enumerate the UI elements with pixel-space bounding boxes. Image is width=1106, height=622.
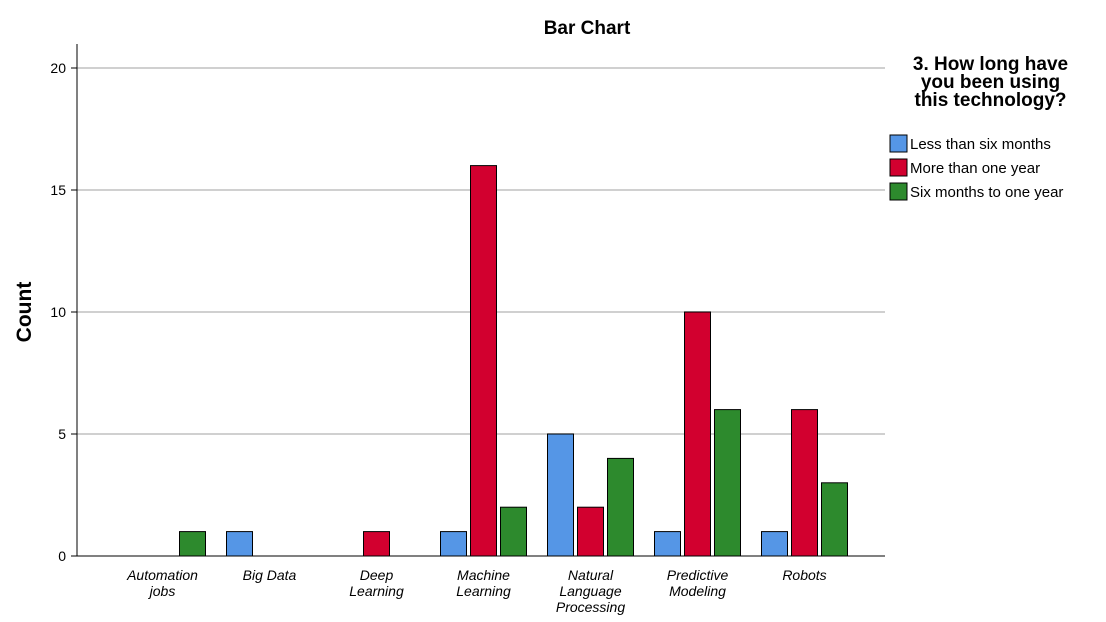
legend-swatch <box>889 134 908 153</box>
x-tick-label: Automation jobs <box>126 567 198 599</box>
bar <box>714 409 741 557</box>
x-tick-label-line: Modeling <box>669 583 726 599</box>
legend-title-line: this technology? <box>914 90 1067 111</box>
x-tick-label-line: Big Data <box>243 567 297 583</box>
y-tick-label: 5 <box>58 426 66 442</box>
bar <box>607 457 634 557</box>
x-tick-label: Natural Language Processing <box>556 567 625 615</box>
x-tick-label-line: Learning <box>456 583 511 599</box>
legend-title-line: you been using <box>920 72 1061 93</box>
x-tick-label-line: Deep <box>360 567 394 583</box>
y-axis-label: Count <box>13 282 36 343</box>
y-tick-label: 15 <box>50 182 66 198</box>
x-tick-label-line: Processing <box>556 599 625 615</box>
x-tick-label: Machine Learning <box>456 567 511 599</box>
bar <box>791 409 818 557</box>
bar <box>226 531 253 557</box>
legend-label: More than one year <box>910 160 1040 177</box>
legend-title-line: 3. How long have <box>912 56 1069 75</box>
x-tick-label: Robots <box>782 567 826 583</box>
axes <box>76 44 885 557</box>
x-tick-label-line: Robots <box>782 567 826 583</box>
legend-title: 3. How long have you been using this tec… <box>875 56 1106 110</box>
chart-title: Bar Chart <box>544 18 631 39</box>
y-tick-label: 0 <box>58 548 66 564</box>
bar <box>363 531 390 557</box>
legend-label: Six months to one year <box>910 184 1063 201</box>
y-tick-label: 20 <box>50 60 66 76</box>
x-tick-label: Big Data <box>243 567 297 583</box>
x-tick-label-line: Natural <box>568 567 614 583</box>
x-tick-label: Deep Learning <box>349 567 404 599</box>
bar <box>547 433 574 557</box>
bar <box>654 531 681 557</box>
bar <box>761 531 788 557</box>
y-tick-label: 10 <box>50 304 66 320</box>
bar <box>470 165 497 557</box>
legend-swatch <box>889 182 908 201</box>
x-tick-label-line: Machine <box>457 567 510 583</box>
x-tick-label-line: jobs <box>148 583 176 599</box>
x-tick-label-line: Predictive <box>667 567 729 583</box>
x-tick-label-line: Learning <box>349 583 404 599</box>
bar <box>577 506 604 557</box>
x-tick-label-line: Language <box>559 583 622 599</box>
legend: 3. How long have you been using this tec… <box>875 56 1106 201</box>
bar <box>821 482 848 557</box>
legend-label: Less than six months <box>910 136 1051 153</box>
x-tick-label-line: Automation <box>126 567 198 583</box>
legend-swatch <box>889 158 908 177</box>
bar <box>440 531 467 557</box>
bar <box>684 311 711 557</box>
bars <box>179 165 848 557</box>
y-tick-labels: 0 5 10 15 20 <box>50 60 77 564</box>
bar <box>500 506 527 557</box>
bar <box>179 531 206 557</box>
x-tick-label: Predictive Modeling <box>667 567 729 599</box>
